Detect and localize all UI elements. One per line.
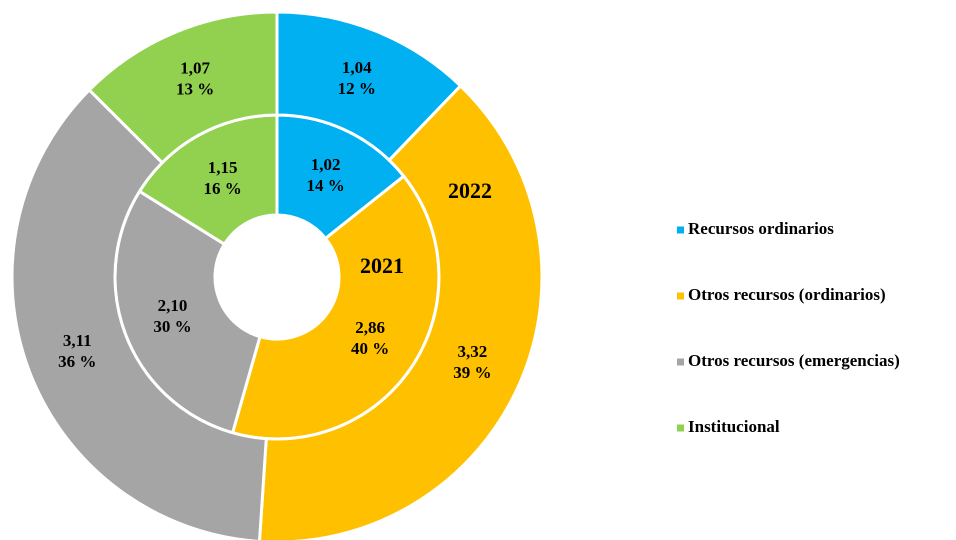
donut-segment [10,87,268,540]
value-label: 1,02 [311,155,341,174]
legend-marker [677,358,684,366]
legend-label: Recursos ordinarios [688,219,834,238]
percent-label: 13 % [176,80,214,99]
percent-label: 14 % [307,176,345,195]
legend-marker [677,424,684,432]
percent-label: 40 % [351,339,389,358]
legend-label: Otros recursos (ordinarios) [688,285,886,304]
percent-label: 36 % [58,352,96,371]
value-label: 1,04 [342,58,372,77]
percent-label: 12 % [338,79,376,98]
ring-label: 2022 [448,178,492,203]
legend-label: Otros recursos (emergencias) [688,351,900,370]
value-label: 2,10 [158,296,188,315]
percent-label: 16 % [204,179,242,198]
ring-label: 2021 [360,253,404,278]
value-label: 2,86 [355,318,385,337]
percent-label: 39 % [453,363,491,382]
legend-label: Institucional [688,417,780,436]
value-label: 1,07 [180,59,210,78]
value-label: 3,32 [457,342,487,361]
donut-segment [87,10,279,165]
legend-marker [677,226,684,234]
legend-marker [677,292,684,300]
donut-segment [258,83,544,540]
percent-label: 30 % [153,317,191,336]
value-label: 3,11 [63,331,92,350]
value-label: 1,15 [208,158,238,177]
